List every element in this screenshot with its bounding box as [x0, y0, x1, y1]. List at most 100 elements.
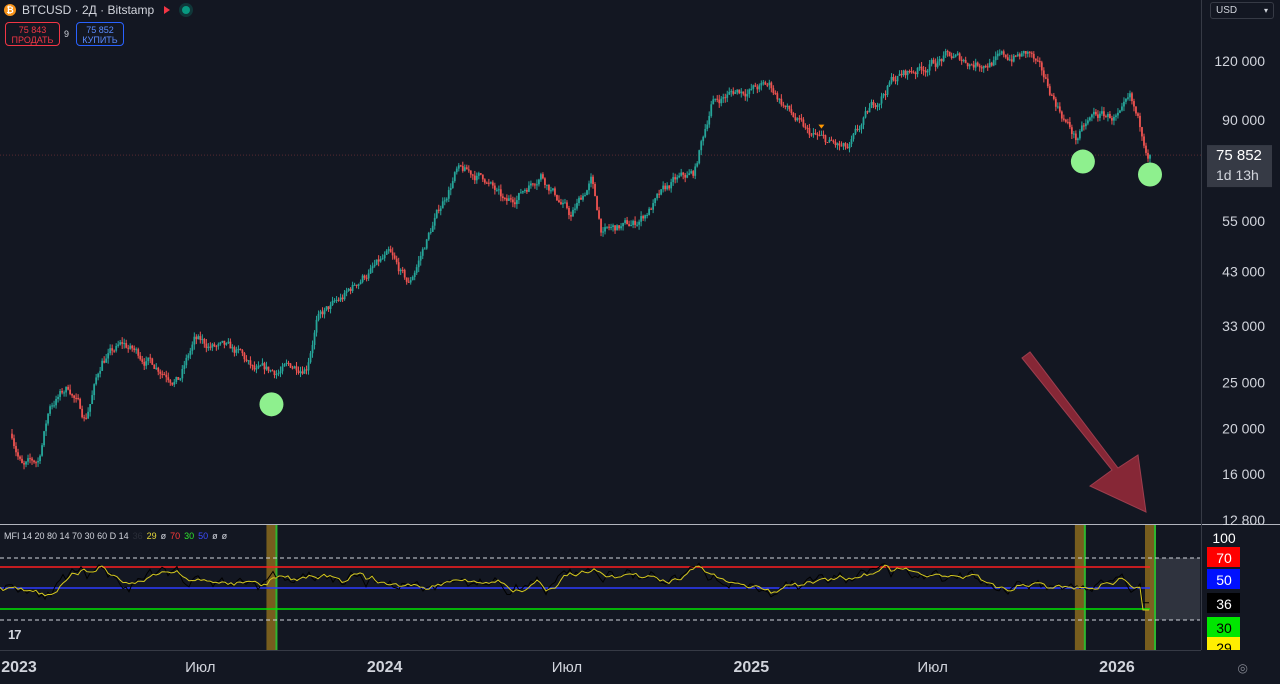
candle-body: [205, 343, 208, 349]
candle: [323, 307, 326, 319]
candle-body: [698, 150, 701, 164]
candle: [385, 249, 388, 256]
mfi-axis-badge: [1207, 593, 1240, 613]
candle: [1086, 117, 1089, 126]
candle-body: [816, 134, 819, 136]
candle: [798, 115, 801, 124]
candle: [858, 125, 861, 133]
candle: [848, 142, 851, 153]
candle-body: [159, 371, 162, 374]
candle: [946, 49, 949, 57]
candle: [199, 331, 202, 344]
candle-body: [165, 374, 168, 378]
candle: [1048, 83, 1051, 97]
price-tick-label: 20 000: [1222, 420, 1265, 436]
candle-body: [984, 65, 987, 67]
candle-body: [566, 202, 568, 208]
currency-select[interactable]: USD ▾: [1210, 2, 1274, 19]
candle: [419, 251, 422, 266]
candle-body: [55, 398, 57, 406]
candle-body: [419, 255, 422, 261]
candle-body: [776, 93, 779, 100]
candle-body: [463, 167, 466, 171]
candle-body: [838, 143, 841, 146]
candle: [1084, 119, 1087, 130]
candle: [165, 370, 168, 383]
candle-body: [83, 417, 86, 419]
candle: [267, 366, 270, 374]
candle: [311, 340, 314, 358]
candle: [580, 194, 582, 200]
candle-body: [546, 184, 548, 186]
candle-body: [427, 232, 430, 240]
candle: [425, 238, 428, 250]
candle: [369, 264, 372, 275]
tradingview-logo[interactable]: 17: [8, 627, 22, 642]
candle-body: [642, 216, 645, 219]
candle-body: [495, 189, 498, 191]
candle: [846, 143, 849, 149]
candle-body: [155, 367, 158, 369]
candle: [1147, 149, 1149, 162]
candle: [890, 73, 893, 85]
candle-body: [972, 64, 975, 68]
time-tick-label: Июл: [917, 659, 947, 676]
candle-body: [766, 84, 769, 86]
candle: [768, 79, 771, 90]
candle-body: [810, 134, 813, 136]
mfi-legend[interactable]: MFI 14 20 80 14 70 30 60 D 14 36 29 ø 70…: [4, 531, 227, 541]
candle-body: [676, 177, 679, 180]
candle-body: [1028, 51, 1031, 53]
symbol-header[interactable]: ₿ BTCUSD · 2Д · Bitstamp: [0, 0, 191, 20]
candle: [672, 172, 675, 186]
candle: [902, 69, 905, 77]
candle: [341, 294, 344, 303]
candle-body: [421, 249, 424, 256]
candle: [145, 356, 148, 370]
candle: [908, 69, 911, 74]
candle: [1040, 60, 1043, 76]
candle-body: [453, 172, 456, 182]
candle: [411, 275, 414, 281]
candle: [443, 197, 446, 206]
candle-body: [564, 202, 566, 204]
settings-icon[interactable]: ◎: [1237, 661, 1248, 675]
candle: [856, 124, 859, 132]
candle-body: [556, 194, 558, 201]
candle-body: [682, 172, 685, 175]
mfi-axis-badge: [1207, 617, 1240, 637]
candle-body: [1143, 136, 1145, 146]
candle: [782, 101, 785, 108]
candle: [1016, 51, 1019, 57]
candle-body: [680, 172, 683, 176]
candle-body: [1048, 86, 1051, 95]
candle: [213, 342, 216, 348]
candle-body: [229, 341, 232, 349]
candle-body: [89, 404, 92, 412]
candle: [281, 362, 284, 375]
candle-body: [662, 185, 665, 190]
candle: [560, 198, 562, 205]
candle: [614, 225, 616, 234]
candle-body: [540, 174, 542, 180]
buy-button[interactable]: 75 852 КУПИТЬ: [76, 22, 124, 46]
candle-body: [119, 342, 122, 345]
candle: [383, 251, 386, 262]
sell-button[interactable]: 75 843 ПРОДАТЬ: [5, 22, 60, 46]
candle: [191, 341, 194, 355]
candle: [722, 93, 725, 103]
candle: [666, 182, 669, 191]
candle: [285, 359, 288, 367]
candle: [91, 390, 94, 405]
candle-body: [754, 85, 757, 87]
candle: [409, 276, 412, 285]
candle-body: [105, 358, 108, 363]
candle: [195, 334, 198, 345]
candle: [988, 58, 991, 68]
candle: [888, 80, 891, 87]
candle: [702, 135, 705, 146]
flag-icon[interactable]: [164, 6, 171, 14]
candle-body: [369, 268, 372, 274]
